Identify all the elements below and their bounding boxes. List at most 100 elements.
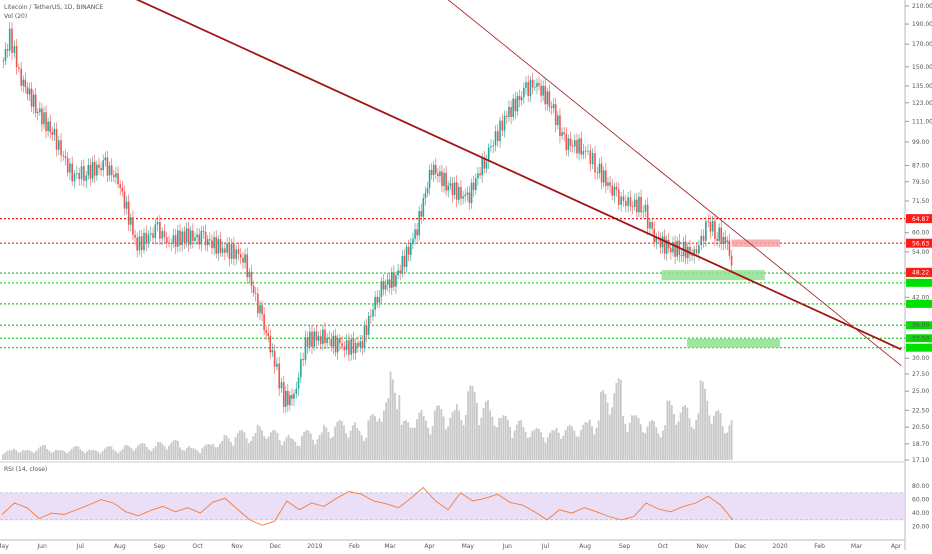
- candle-body: [432, 164, 435, 175]
- volume-bar: [314, 444, 317, 460]
- volume-bar: [571, 426, 574, 460]
- candle-body: [644, 204, 647, 212]
- volume-bar: [650, 420, 653, 460]
- time-tick-label: 2019: [307, 543, 322, 550]
- volume-bar: [37, 448, 40, 460]
- candle-body: [557, 115, 559, 126]
- candle-body: [259, 305, 261, 314]
- volume-bar: [327, 432, 330, 460]
- volume-bar: [659, 437, 662, 460]
- volume-bar: [673, 413, 675, 460]
- candle-body: [204, 231, 207, 246]
- volume-bar: [460, 420, 463, 460]
- volume-bar: [254, 433, 257, 460]
- volume-bar: [504, 415, 507, 460]
- volume-bar: [498, 418, 500, 460]
- candle-body: [443, 172, 445, 187]
- volume-bar: [684, 405, 686, 460]
- volume-bar: [343, 425, 345, 460]
- candle-body: [422, 198, 425, 217]
- candle-body: [571, 145, 574, 147]
- candle-body: [96, 164, 98, 176]
- volume-bar: [338, 420, 341, 460]
- volume-bar: [664, 425, 667, 460]
- volume-bar: [615, 382, 618, 460]
- candle-body: [600, 163, 603, 183]
- volume-bar: [717, 410, 720, 460]
- volume-bar: [580, 430, 582, 460]
- candle-body: [55, 128, 58, 150]
- volume-bar: [509, 426, 512, 460]
- candle-body: [176, 230, 179, 247]
- candle-body: [57, 140, 60, 150]
- volume-bar: [493, 425, 496, 460]
- candle-body: [291, 395, 293, 399]
- candle-body: [596, 172, 599, 174]
- volume-bar: [132, 450, 135, 460]
- candle-body: [149, 233, 152, 235]
- volume-bar: [648, 421, 651, 460]
- volume-bar: [152, 448, 155, 460]
- candle-body: [410, 242, 412, 255]
- candle-body: [206, 239, 209, 246]
- volume-bar: [639, 424, 642, 460]
- candle-body: [261, 305, 263, 315]
- price-tick-label: 71.50: [912, 198, 929, 205]
- main-legend: Litecoin / TetherUS, 1D, BINANCE Vol (20…: [4, 3, 103, 21]
- candle-body: [617, 189, 620, 205]
- candle-body: [661, 236, 664, 248]
- volume-bar: [92, 450, 95, 460]
- candle-body: [527, 82, 529, 97]
- volume-bar: [575, 436, 578, 460]
- candle-body: [550, 106, 553, 109]
- volume-bar: [181, 450, 184, 460]
- candle-body: [674, 242, 676, 257]
- candle-body: [475, 178, 477, 191]
- candle-body: [66, 158, 69, 173]
- volume-bar: [626, 431, 629, 460]
- candle-body: [313, 331, 315, 347]
- support-marker: [906, 343, 932, 352]
- volume-bar: [507, 420, 509, 460]
- candle-body: [138, 236, 141, 251]
- candle-body: [165, 237, 168, 244]
- volume-bar: [289, 438, 292, 460]
- volume-bar: [440, 409, 443, 460]
- volume-bar: [154, 446, 157, 460]
- volume-bar: [287, 434, 290, 460]
- volume-bar: [569, 425, 571, 460]
- candle-body: [15, 46, 18, 68]
- candle-layer[interactable]: [2, 22, 733, 413]
- candle-body: [289, 395, 291, 406]
- candle-body: [499, 120, 501, 142]
- candle-body: [51, 132, 54, 135]
- candle-body: [108, 165, 111, 176]
- candle-body: [393, 272, 395, 287]
- candle-body: [714, 221, 716, 239]
- volume-bar: [374, 416, 376, 460]
- rsi-tick-label: 20.00: [912, 524, 929, 531]
- volume-bar: [281, 445, 283, 460]
- volume-bar: [409, 427, 412, 460]
- volume-bar: [278, 440, 281, 460]
- volume-bar: [227, 438, 230, 460]
- trend-layer[interactable]: [98, 0, 902, 366]
- candle-body: [156, 221, 159, 225]
- price-label-box: [906, 214, 932, 224]
- price-tick-label: 18.70: [912, 441, 929, 448]
- candle-body: [627, 197, 629, 206]
- volume-bar: [2, 454, 4, 460]
- volume-bar: [458, 410, 461, 460]
- candle-body: [477, 173, 479, 179]
- volume-bar: [538, 428, 540, 460]
- volume-bar: [274, 430, 277, 460]
- candle-body: [728, 240, 731, 256]
- candle-body: [365, 325, 368, 335]
- price-label-box: [906, 238, 932, 248]
- volume-bar: [394, 392, 396, 460]
- volume-bar: [706, 400, 709, 460]
- volume-bar: [161, 443, 164, 460]
- candle-body: [297, 377, 300, 389]
- rsi-line: [1, 486, 734, 526]
